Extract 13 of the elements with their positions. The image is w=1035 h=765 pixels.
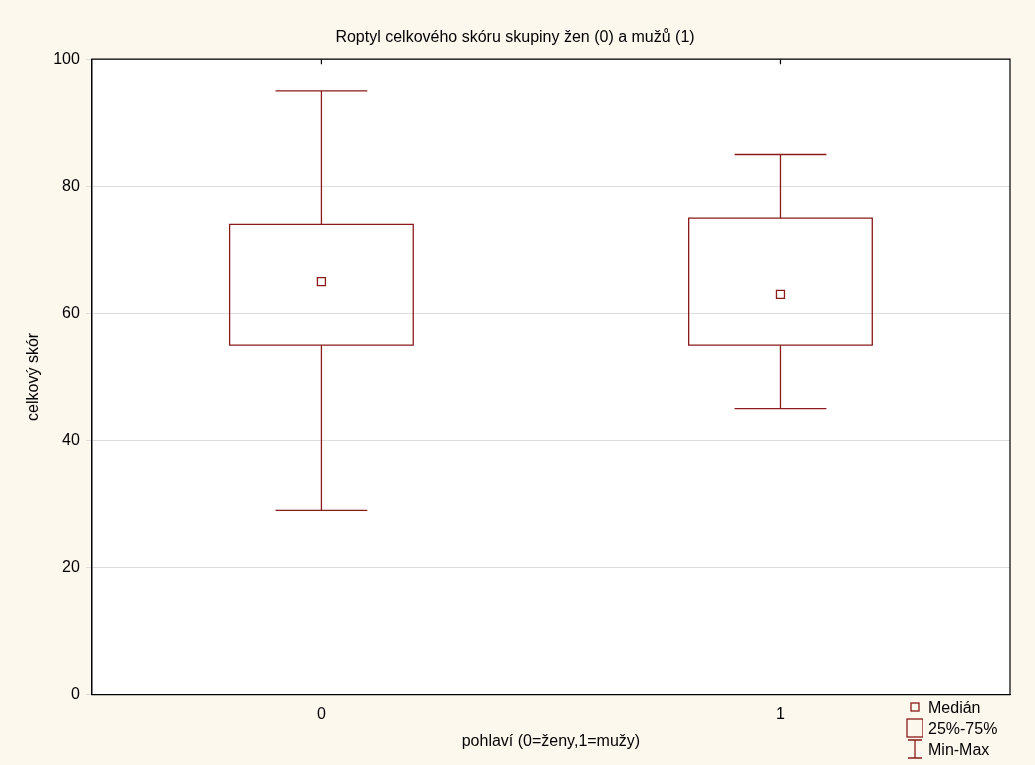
text: Min-Max: [928, 739, 990, 760]
chart-title: Roptyl celkového skóru skupiny žen (0) a mužů (1): [335, 28, 695, 46]
text: 25%-75%: [928, 718, 998, 739]
y-tick-label: 0: [70, 685, 80, 703]
y-tick-label: 40: [62, 430, 80, 448]
y-tick-label: 100: [53, 49, 80, 67]
y-tick-label: 60: [62, 303, 80, 321]
y-axis-title: celkový skór: [24, 332, 42, 421]
x-tick-label: 1: [776, 704, 786, 722]
text: Medián: [928, 697, 981, 718]
x-axis-title: pohlaví (0=ženy,1=mužy): [461, 731, 641, 749]
y-tick-label: 80: [62, 176, 80, 194]
y-tick-label: 20: [62, 557, 80, 575]
